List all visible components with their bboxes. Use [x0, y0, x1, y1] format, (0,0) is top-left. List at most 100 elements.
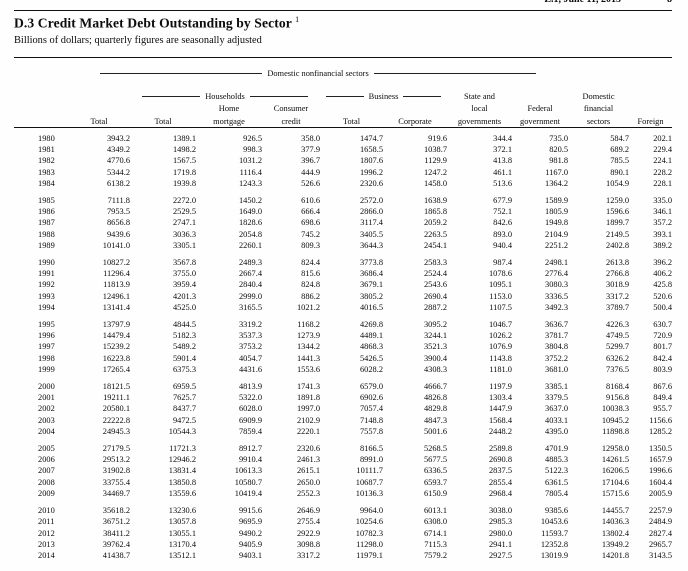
value-cell: 1181.0	[489, 364, 512, 374]
value-cell: 1046.7	[488, 320, 512, 330]
value-cell: 10782.3	[355, 528, 383, 538]
value-cell: 998.3	[243, 145, 262, 155]
table-row: 1996 14479.4 5182.3 3537.3 1273.9 4489.1 3244.…	[14, 330, 672, 341]
value-cell: 1441.3	[296, 353, 320, 363]
value-cell: 10613.3	[234, 466, 262, 476]
table-row: 2014 41438.7 13512.1 9403.1 3317.2 11979.1 757…	[14, 550, 672, 561]
value-cell: 5268.5	[423, 444, 447, 454]
value-cell: 1116.4	[239, 167, 262, 177]
value-cell: 9403.1	[238, 550, 262, 560]
value-cell: 4054.7	[238, 353, 262, 363]
value-cell: 7625.7	[172, 393, 196, 403]
value-cell: 785.5	[610, 156, 630, 166]
value-cell: 2941.1	[488, 539, 512, 549]
value-cell: 2615.1	[296, 466, 320, 476]
year-cell: 1987	[38, 218, 55, 228]
value-cell: 1828.6	[238, 218, 262, 228]
value-cell: 10038.3	[601, 404, 630, 414]
year-cell: 2005	[38, 444, 55, 454]
value-cell: 689.2	[610, 145, 630, 155]
value-cell: 228.2	[653, 167, 673, 177]
value-cell: 17104.6	[601, 477, 630, 487]
value-cell: 202.1	[653, 134, 673, 143]
value-cell: 10141.0	[102, 240, 130, 250]
value-cell: 1143.8	[489, 353, 512, 363]
value-cell: 5299.7	[606, 342, 630, 352]
value-cell: 1447.9	[488, 404, 512, 414]
value-cell: 3900.4	[423, 353, 447, 363]
value-cell: 335.0	[653, 196, 673, 206]
value-cell: 17265.4	[102, 364, 130, 374]
value-cell: 584.7	[610, 134, 630, 143]
value-cell: 2776.4	[545, 269, 569, 279]
value-cell: 4489.1	[359, 331, 383, 341]
value-cell: 1344.2	[296, 342, 320, 352]
value-cell: 2589.8	[488, 444, 512, 454]
title-footnote-marker: 1	[295, 15, 300, 24]
value-cell: 36751.2	[102, 517, 130, 527]
value-cell: 2272.0	[172, 196, 196, 206]
value-cell: 372.1	[493, 145, 512, 155]
value-cell: 2766.8	[606, 269, 630, 279]
value-cell: 377.9	[301, 145, 320, 155]
value-cell: 13141.4	[102, 302, 130, 312]
value-cell: 9695.9	[238, 517, 262, 527]
value-cell: 513.6	[493, 178, 512, 188]
value-cell: 1078.6	[488, 269, 512, 279]
table-row: 1981 4349.2 1498.2 998.3 377.9 1658.5 1038.7 37…	[14, 144, 672, 155]
col-header-foreign: Foreign	[637, 117, 664, 126]
value-cell: 2102.9	[296, 415, 320, 425]
year-cell: 1985	[38, 196, 55, 206]
value-cell: 2402.8	[606, 240, 630, 250]
table-row: 2002 20580.1 8437.7 6028.0 1997.0 7057.4 4829.…	[14, 403, 672, 414]
value-cell: 1658.5	[359, 145, 383, 155]
value-cell: 1638.9	[423, 196, 447, 206]
value-cell: 1604.4	[649, 477, 673, 487]
value-cell: 6013.1	[423, 506, 447, 516]
table-row: 2009 34469.7 13559.6 10419.4 2552.3 10136.3 61…	[14, 488, 672, 499]
col-header-home-mortgage-line2: mortgage	[213, 117, 245, 126]
value-cell: 38411.2	[103, 528, 130, 538]
value-cell: 4701.9	[545, 444, 569, 454]
value-cell: 3805.2	[359, 291, 383, 301]
value-cell: 389.2	[653, 240, 673, 250]
value-cell: 2054.8	[238, 229, 262, 239]
value-cell: 2220.1	[296, 426, 320, 436]
value-cell: 1197.9	[489, 382, 512, 392]
value-cell: 31902.8	[102, 466, 130, 476]
value-cell: 1095.1	[488, 280, 512, 290]
value-cell: 35618.2	[102, 506, 130, 516]
value-cell: 2320.6	[296, 444, 320, 454]
value-cell: 10827.2	[102, 258, 130, 268]
value-cell: 6138.2	[106, 178, 130, 188]
value-cell: 6959.5	[172, 382, 196, 392]
value-cell: 396.2	[653, 258, 673, 268]
value-cell: 4813.9	[238, 382, 262, 392]
value-cell: 9472.5	[172, 415, 196, 425]
value-cell: 10544.3	[168, 426, 196, 436]
table-row: 1989 10141.0 3305.1 2260.1 809.3 3644.3 2454.1…	[14, 240, 672, 251]
year-cell: 1983	[38, 167, 55, 177]
value-cell: 1076.9	[488, 342, 512, 352]
value-cell: 2985.3	[488, 517, 512, 527]
value-cell: 842.4	[653, 353, 673, 363]
value-cell: 9490.2	[238, 528, 262, 538]
value-cell: 10419.4	[234, 488, 262, 498]
table-row: 1992 11813.9 3959.4 2840.4 824.8 3679.1 2543.6…	[14, 279, 672, 290]
value-cell: 1939.8	[172, 178, 196, 188]
value-cell: 20580.1	[102, 404, 130, 414]
value-cell: 6375.3	[172, 364, 196, 374]
value-cell: 3385.1	[545, 382, 569, 392]
value-cell: 2320.6	[359, 178, 383, 188]
value-cell: 6593.7	[423, 477, 447, 487]
table-row: 2006 29513.2 12946.2 9910.4 2461.3 8991.0 5677…	[14, 454, 672, 465]
value-cell: 1107.5	[489, 302, 512, 312]
value-cell: 4844.5	[172, 320, 196, 330]
value-cell: 2529.5	[172, 207, 196, 217]
value-cell: 735.0	[549, 134, 569, 143]
value-cell: 2489.3	[238, 258, 262, 268]
value-cell: 4868.3	[359, 342, 383, 352]
year-cell: 1995	[38, 320, 55, 330]
year-cell: 1990	[38, 258, 55, 268]
value-cell: 7953.5	[106, 207, 130, 217]
